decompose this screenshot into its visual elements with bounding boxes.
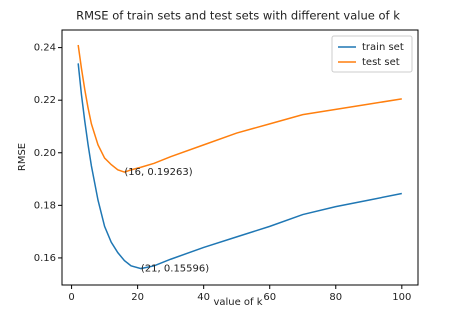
chart-title: RMSE of train sets and test sets with di… bbox=[76, 9, 400, 23]
annotation: (21, 0.15596) bbox=[141, 264, 209, 275]
legend-label: train set bbox=[362, 42, 404, 53]
y-tick-label: 0.24 bbox=[34, 43, 56, 54]
x-tick-label: 80 bbox=[329, 292, 342, 303]
y-tick-label: 0.22 bbox=[34, 95, 56, 106]
legend-box bbox=[331, 35, 413, 73]
x-tick-label: 60 bbox=[263, 292, 276, 303]
y-tick-label: 0.18 bbox=[34, 200, 56, 211]
x-axis-label: value of k bbox=[213, 297, 262, 308]
x-tick-label: 40 bbox=[197, 292, 210, 303]
y-tick-label: 0.16 bbox=[34, 253, 56, 264]
x-tick-label: 0 bbox=[68, 292, 74, 303]
plot-frame bbox=[61, 29, 419, 286]
x-tick-label: 100 bbox=[392, 292, 411, 303]
annotation: (16, 0.19263) bbox=[124, 167, 192, 178]
series-line bbox=[77, 63, 402, 270]
series-line bbox=[77, 44, 402, 173]
legend-label: test set bbox=[362, 57, 400, 68]
x-tick-label: 20 bbox=[131, 292, 144, 303]
y-tick-label: 0.20 bbox=[34, 148, 56, 159]
y-axis-label: RMSE bbox=[17, 143, 28, 171]
